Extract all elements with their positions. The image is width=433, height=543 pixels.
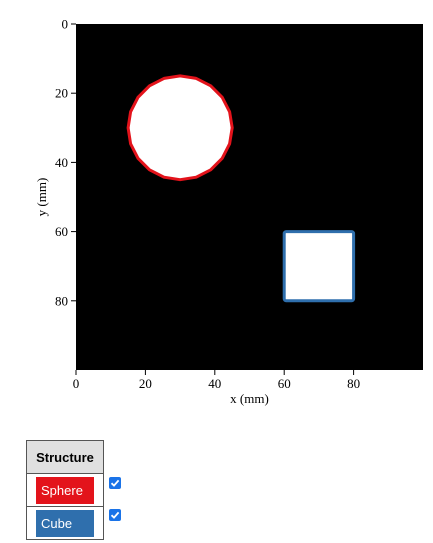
cube-visibility-checkbox[interactable] — [109, 509, 121, 521]
y-tick-label-60: 60 — [55, 224, 68, 239]
y-tick-label-80: 80 — [55, 293, 68, 308]
y-tick-label-40: 40 — [55, 155, 68, 170]
structure-label-cube: Cube — [36, 509, 94, 537]
checkmark-icon — [110, 511, 120, 519]
structure-sphere — [126, 74, 234, 182]
x-tick-label-60: 60 — [278, 376, 291, 391]
structure-legend: Structure Sphere Cube — [26, 440, 104, 540]
x-tick-label-0: 0 — [73, 376, 80, 391]
structure-layer — [126, 74, 356, 303]
segmentation-plot: 0 20 40 60 80 0 20 40 60 80 x (mm) y (mm) — [34, 17, 423, 406]
y-tick-label-20: 20 — [55, 86, 68, 101]
structure-cube — [282, 230, 356, 303]
x-axis-label: x (mm) — [230, 391, 269, 406]
y-axis-label: y (mm) — [34, 178, 49, 217]
x-tick-label-40: 40 — [208, 376, 221, 391]
structure-row-sphere: Sphere — [26, 473, 104, 507]
y-tick-label-0: 0 — [62, 17, 69, 32]
sphere-visibility-checkbox[interactable] — [109, 477, 121, 489]
x-tick-label-80: 80 — [347, 376, 360, 391]
x-tick-label-20: 20 — [139, 376, 152, 391]
structure-header: Structure — [26, 440, 104, 474]
plot-area — [76, 24, 423, 370]
structure-label-sphere: Sphere — [36, 476, 94, 504]
checkmark-icon — [110, 479, 120, 487]
structure-table: Structure Sphere Cube — [26, 440, 104, 540]
structure-row-cube: Cube — [26, 506, 104, 540]
axes: 0 20 40 60 80 0 20 40 60 80 — [55, 17, 360, 392]
